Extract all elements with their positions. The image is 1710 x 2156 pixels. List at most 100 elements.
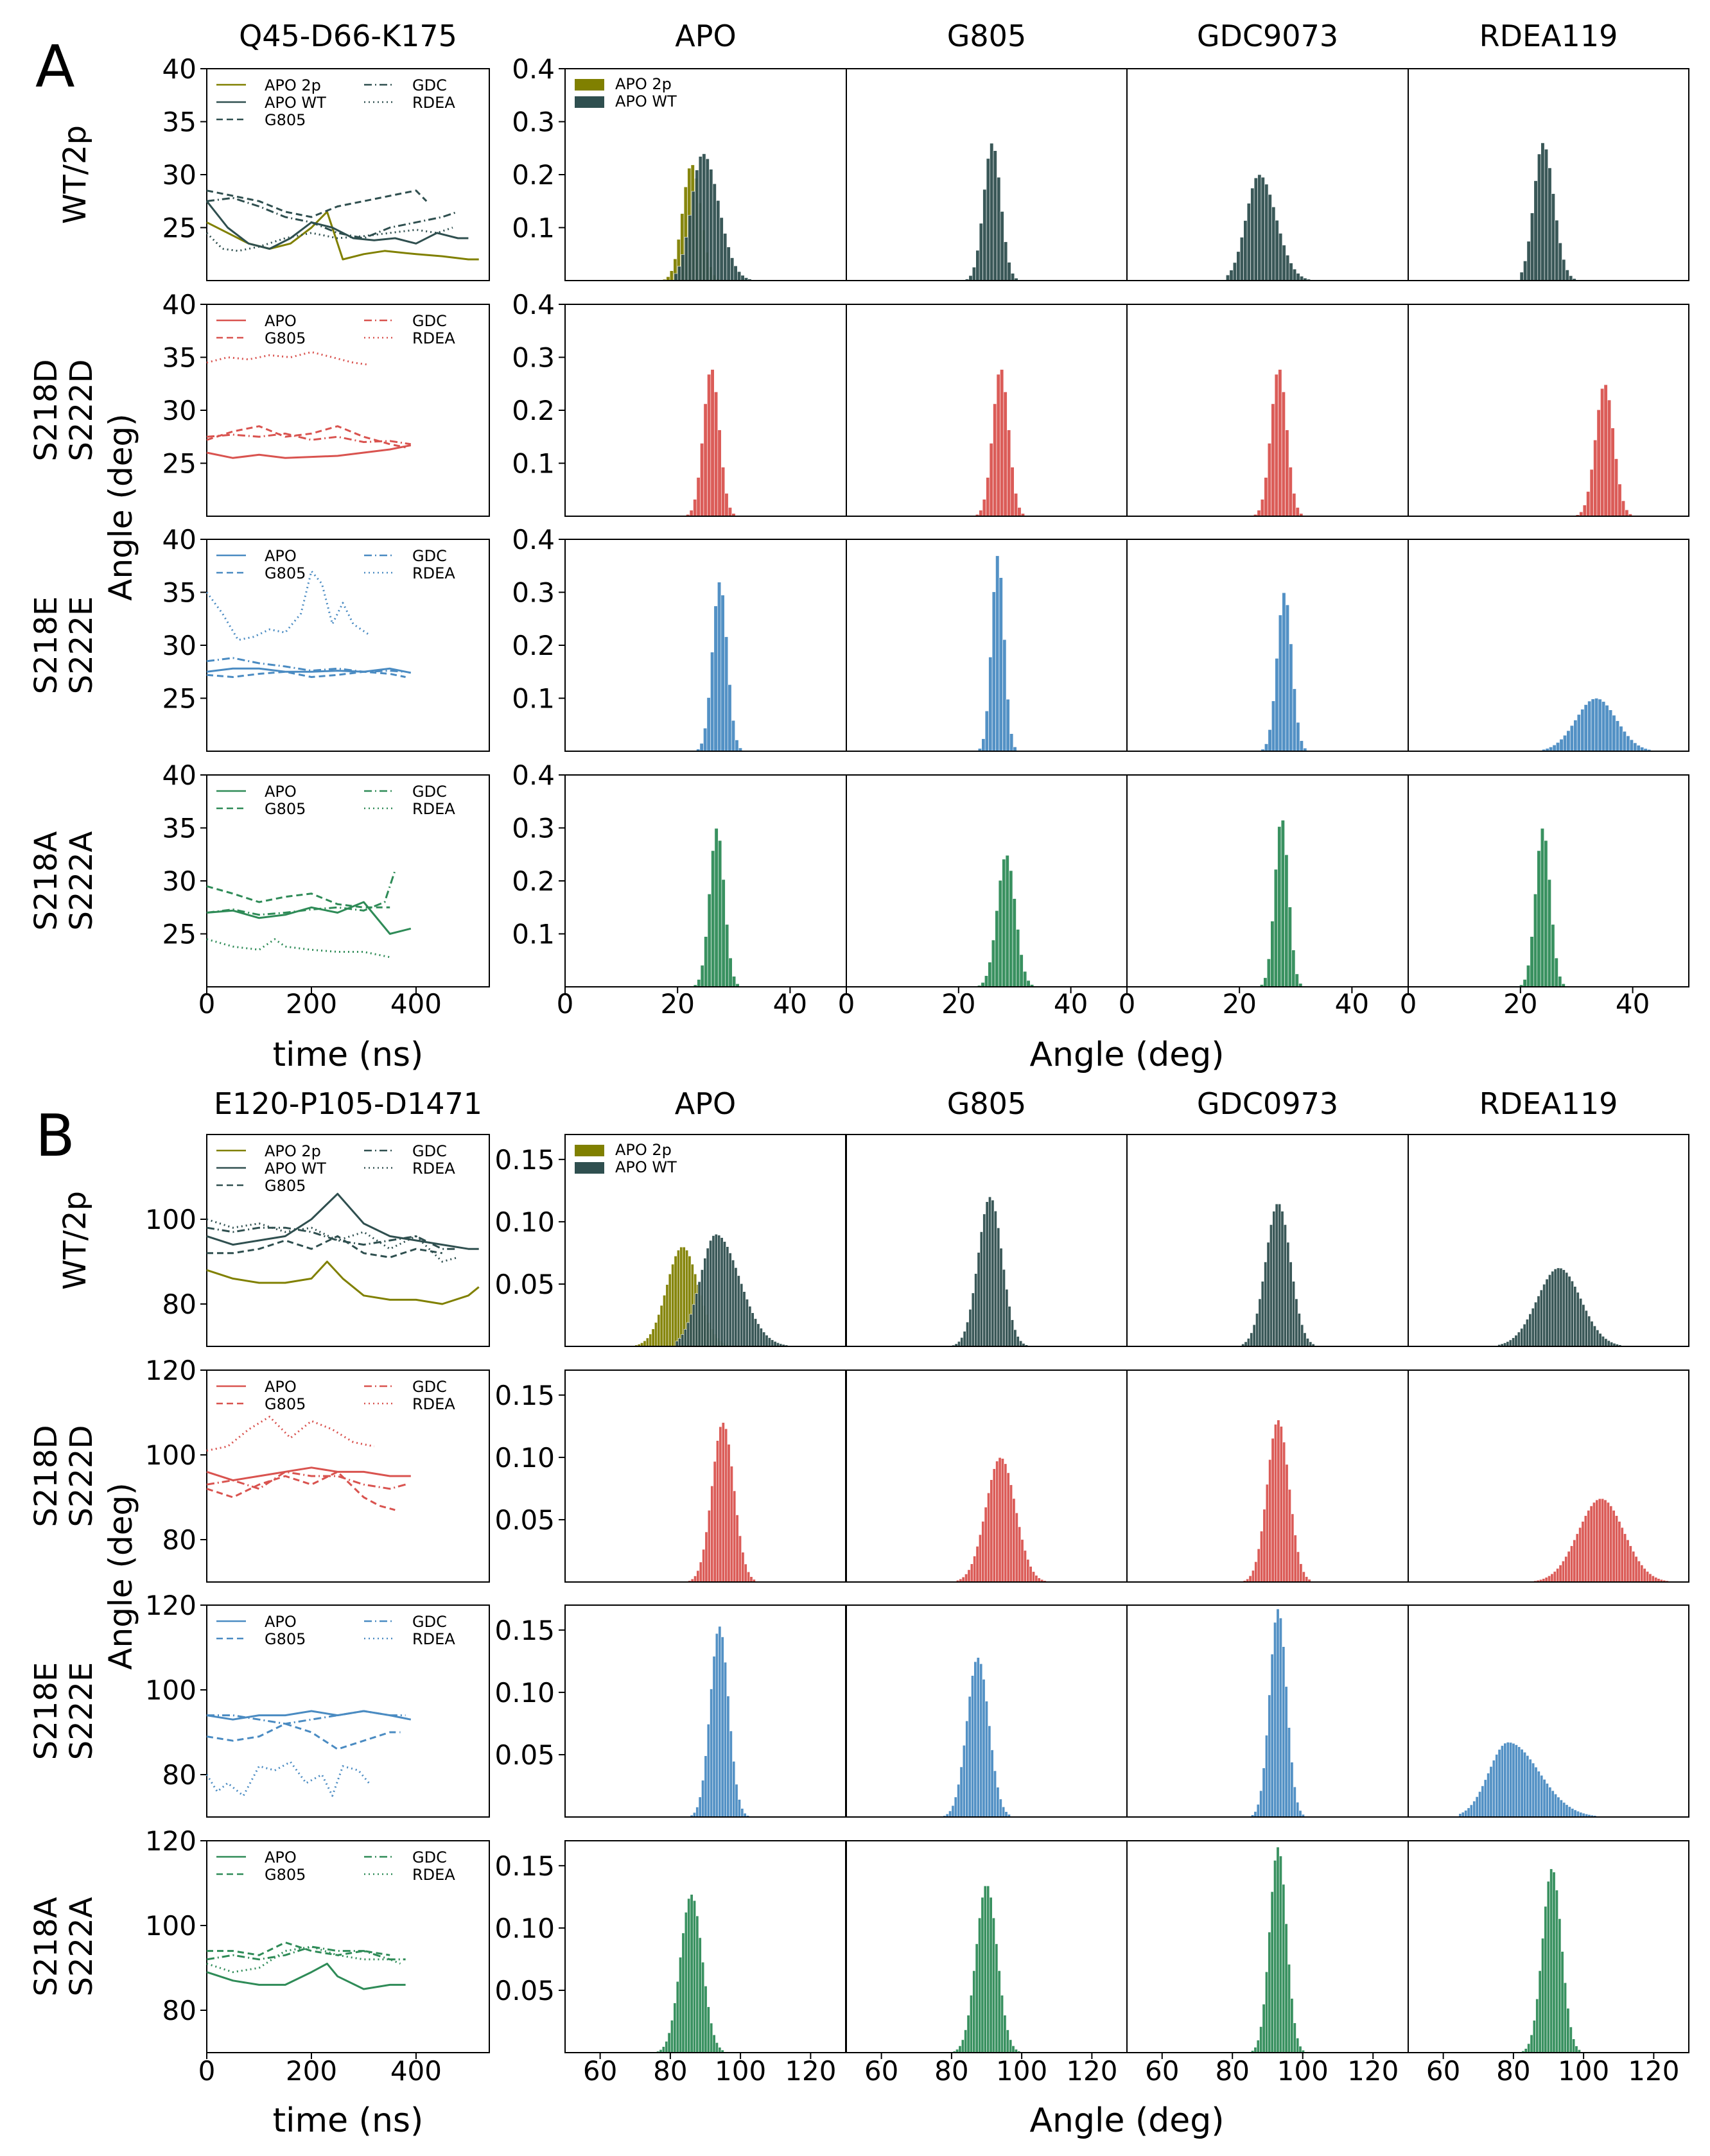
hist-bar xyxy=(1467,1807,1470,1818)
hist-bar xyxy=(1483,1779,1487,1818)
hist-bar xyxy=(1509,1742,1513,1818)
hist-bar xyxy=(1287,1964,1291,2053)
hist-bar xyxy=(1590,1321,1594,1347)
hist-bar xyxy=(1651,1576,1655,1583)
hist-bar xyxy=(1286,255,1290,281)
hist-bar xyxy=(714,1234,718,1347)
hist-bar xyxy=(986,1886,990,2053)
hist-bar xyxy=(1601,1498,1605,1583)
hist-bar xyxy=(957,1341,961,1347)
hist-x-axis-label: Angle (deg) xyxy=(1029,2101,1224,2140)
panel-letter-b: B xyxy=(35,1102,75,1170)
hist-bar xyxy=(975,1546,979,1583)
hist-bar xyxy=(1557,1267,1560,1347)
hist-bar xyxy=(1541,1938,1545,2053)
y-tick-label: 25 xyxy=(162,919,196,950)
hist-y-tick-label: 0.2 xyxy=(512,630,555,661)
hist-bar xyxy=(715,1633,719,1818)
hist-bar xyxy=(679,1247,683,1347)
hist-bar xyxy=(957,1784,961,1818)
hist-bar xyxy=(1565,270,1569,281)
hist-bar xyxy=(982,1213,986,1347)
hist-bar xyxy=(1305,1576,1309,1583)
hist-bar xyxy=(1278,1856,1282,2053)
series-line-g805 xyxy=(206,425,406,449)
hist-bar xyxy=(732,1761,736,1818)
y-tick-label: 120 xyxy=(145,1355,196,1386)
hist-bar xyxy=(1537,850,1541,987)
hist-y-tick-label: 0.2 xyxy=(512,395,555,426)
legend-label: G805 xyxy=(265,1630,306,1648)
hist-bar xyxy=(984,975,989,987)
hist-bar xyxy=(1632,1551,1636,1583)
hist-bar xyxy=(1519,272,1524,281)
hist-bar xyxy=(1619,726,1623,752)
hist-frame-border xyxy=(1408,1604,1689,1818)
hist-bar xyxy=(747,1571,751,1583)
hist-bar xyxy=(718,2047,722,2053)
legend-label: G805 xyxy=(265,111,306,129)
hist-bar xyxy=(1277,826,1282,987)
hist-bar xyxy=(1591,699,1595,752)
hist-bar xyxy=(706,1724,710,1818)
hist-bar xyxy=(693,1900,697,2053)
hist-bar xyxy=(1298,2046,1302,2053)
hist-bar xyxy=(1586,491,1591,517)
hist-bar xyxy=(1287,907,1292,987)
hist-bar xyxy=(1589,469,1594,517)
hist-bar xyxy=(1553,1571,1557,1583)
hist-bar xyxy=(1534,1301,1538,1347)
legend-label: G805 xyxy=(265,1395,306,1413)
hist-bar xyxy=(1257,174,1262,281)
row-label: S222E xyxy=(64,1662,100,1760)
row-label: S222A xyxy=(64,831,100,930)
hist-bar xyxy=(1277,1420,1280,1583)
line-x-axis-label: time (ns) xyxy=(273,2101,424,2140)
hist-bar xyxy=(990,1479,993,1583)
hist-bar xyxy=(1252,1570,1255,1583)
hist-bar xyxy=(1002,639,1007,752)
hist-bar xyxy=(1623,1533,1627,1583)
hist-bar xyxy=(720,1637,724,1818)
hist-legend-swatch xyxy=(575,96,604,108)
hist-bar xyxy=(1551,1271,1555,1347)
hist-bar xyxy=(984,711,989,752)
series-line-gdc xyxy=(207,1710,406,1725)
hist-bar xyxy=(1523,261,1528,281)
hist-y-tick-label: 0.4 xyxy=(512,53,555,85)
hist-bar xyxy=(1309,1341,1313,1347)
hist-bar xyxy=(733,265,738,281)
hist-bar xyxy=(678,1338,682,1347)
hist-bar xyxy=(1265,1735,1269,1818)
y-tick-label: 100 xyxy=(145,1674,196,1706)
hist-bar xyxy=(700,443,704,517)
hist-bar xyxy=(754,1318,758,1347)
hist-bar xyxy=(727,1444,731,1583)
hist-bar xyxy=(1290,1998,1294,2053)
hist-bar xyxy=(1012,1498,1016,1583)
hist-bar xyxy=(965,1721,969,1818)
hist-bar xyxy=(1526,1319,1530,1347)
hist-bar xyxy=(1478,1791,1482,1818)
hist-bar xyxy=(709,1240,713,1347)
hist-bar xyxy=(1554,1793,1558,1818)
hist-y-tick-label: 0.05 xyxy=(494,1975,555,2006)
hist-bar xyxy=(1584,1310,1588,1347)
hist-bar xyxy=(1016,1336,1020,1347)
hist-bar xyxy=(1572,2039,1576,2053)
hist-bar xyxy=(1019,954,1024,987)
hist-bar xyxy=(690,1894,694,2053)
hist-bar xyxy=(995,910,999,987)
hist-bar xyxy=(716,1440,720,1583)
hist-bar xyxy=(1548,1576,1551,1583)
hist-bar xyxy=(1583,704,1588,752)
hist-bar xyxy=(703,403,708,517)
hist-bar xyxy=(1610,1342,1614,1347)
hist-legend-swatch xyxy=(575,1162,604,1174)
hist-bar xyxy=(1257,1549,1261,1583)
hist-bar xyxy=(981,738,986,752)
y-tick-label: 100 xyxy=(145,1439,196,1471)
hist-bar xyxy=(731,720,735,752)
hist-bar xyxy=(735,1515,739,1583)
hist-bar xyxy=(1592,1502,1596,1583)
